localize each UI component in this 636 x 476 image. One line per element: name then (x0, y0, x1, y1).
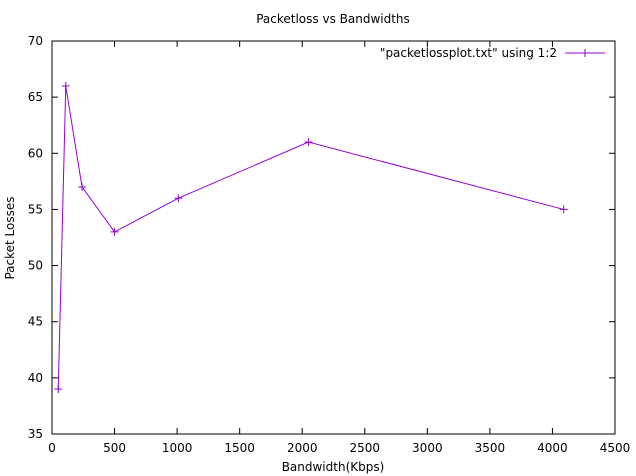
y-tick-label: 50 (28, 259, 43, 273)
ticks-layer: 0 500 1000 1500 2000 2500 3000 3500 4000 4500 35 40… (28, 34, 631, 455)
y-tick-label: 70 (28, 34, 43, 48)
y-tick-label: 35 (28, 427, 43, 441)
data-point (559, 205, 568, 214)
y-tick-label: 45 (28, 315, 43, 329)
chart-title: Packetloss vs Bandwidths (256, 12, 410, 26)
x-tick-label: 3500 (475, 441, 506, 455)
plot-frame (51, 40, 616, 435)
x-tick-label: 4000 (537, 441, 568, 455)
y-tick-label: 55 (28, 202, 43, 216)
x-tick-label: 3000 (412, 441, 443, 455)
y-tick-label: 60 (28, 146, 43, 160)
y-tick-label: 65 (28, 90, 43, 104)
data-point (78, 182, 87, 191)
data-point (54, 385, 63, 394)
data-point (61, 81, 70, 90)
x-tick-label: 4500 (600, 441, 631, 455)
x-tick-label: 1000 (162, 441, 193, 455)
x-tick-label: 1500 (224, 441, 255, 455)
data-point (110, 227, 119, 236)
series-layer (54, 81, 568, 394)
data-point (304, 138, 313, 147)
x-tick-label: 2000 (287, 441, 318, 455)
y-tick-label: 40 (28, 371, 43, 385)
series-line (57, 85, 564, 390)
data-point (174, 194, 183, 203)
x-tick-label: 0 (48, 441, 56, 455)
x-tick-label: 500 (103, 441, 126, 455)
legend-marker (581, 49, 589, 57)
x-tick-label: 2500 (350, 441, 381, 455)
legend-label: "packetlossplot.txt" using 1:2 (380, 46, 557, 60)
x-axis-label: Bandwidth(Kbps) (282, 460, 385, 474)
legend: "packetlossplot.txt" using 1:2 (380, 46, 605, 60)
y-axis-label: Packet Losses (3, 196, 17, 279)
